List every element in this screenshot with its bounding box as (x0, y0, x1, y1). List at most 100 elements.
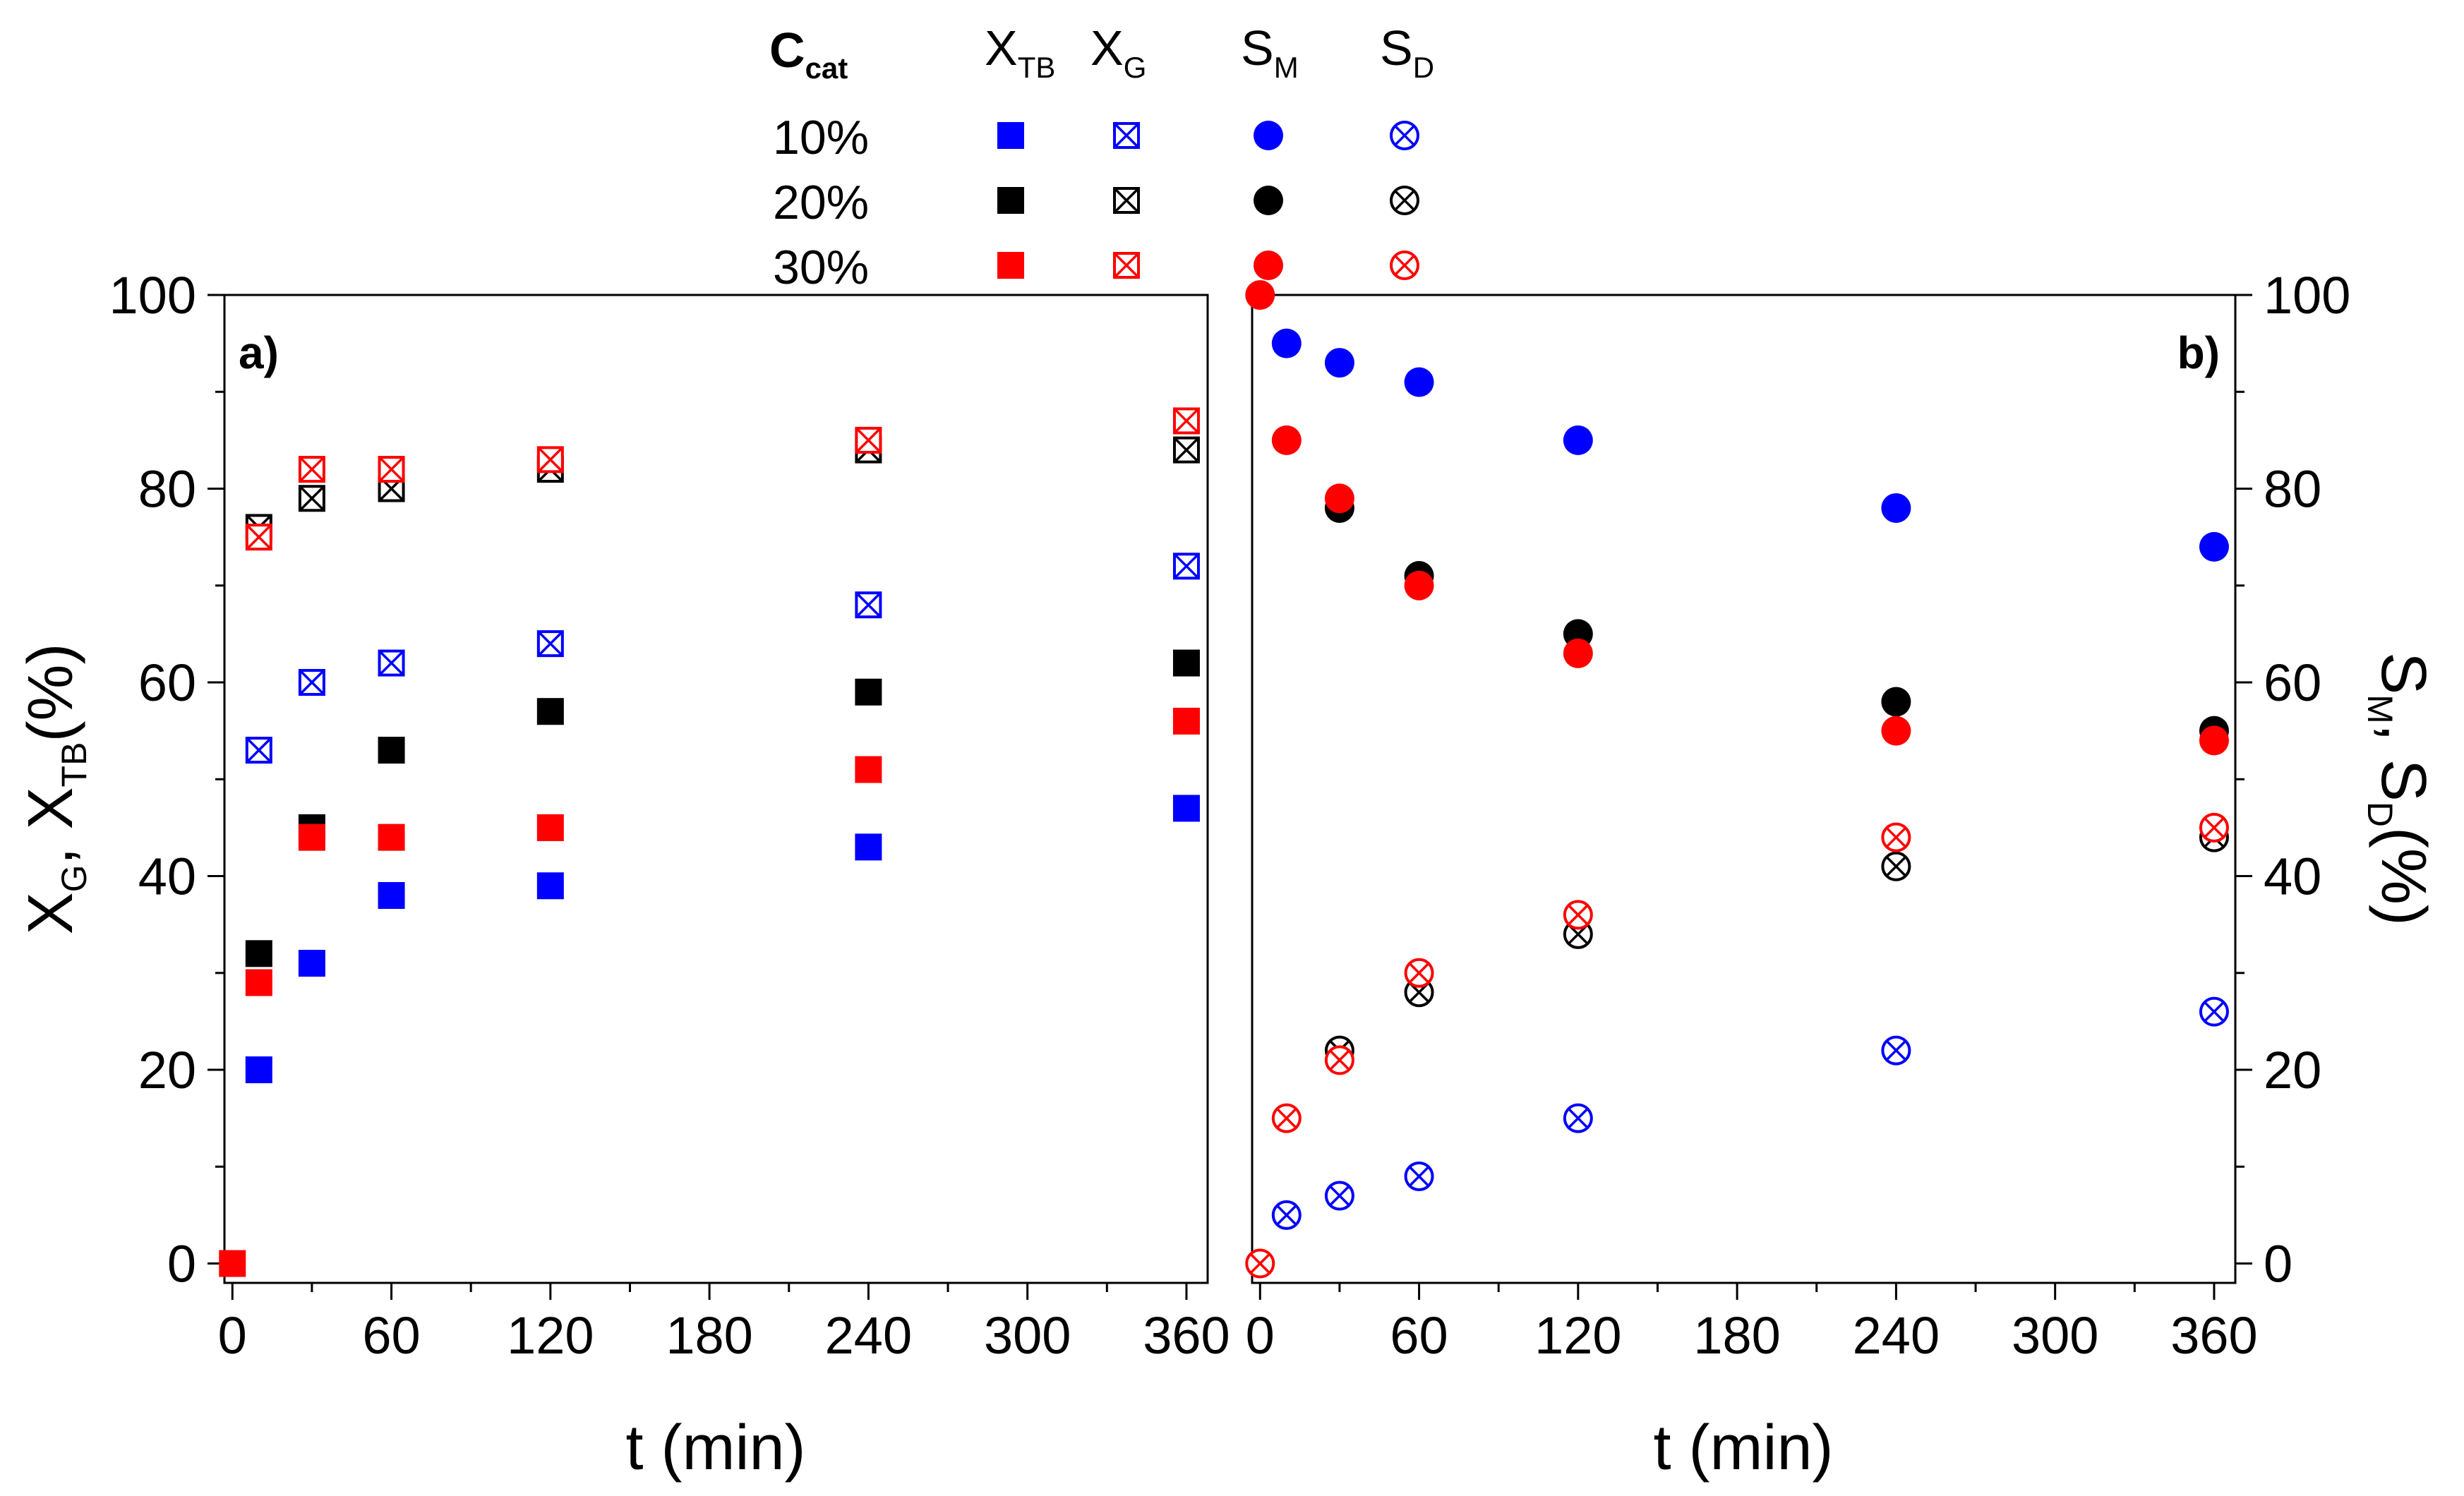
panel-b-series-1 (1324, 493, 2229, 746)
panel-b-xtick-label: 120 (1534, 1306, 1621, 1365)
panel-b-point (1404, 1162, 1434, 1192)
panel-a-label: a) (239, 327, 279, 378)
panel-b-point (1245, 1248, 1275, 1279)
panel-a-xlabel: t (min) (626, 1413, 806, 1483)
panel-a-point (855, 678, 882, 706)
panel-b-point (1881, 687, 1911, 717)
panel-b-frame (1251, 294, 2237, 1284)
panel-b-point (1404, 958, 1434, 988)
panel-a-point (855, 833, 882, 861)
panel-b-ytick-label: 20 (2264, 1041, 2321, 1099)
panel-b-series-5 (1245, 812, 2229, 1279)
panel-b-point (1881, 1035, 1911, 1066)
panel-b-xtick-label: 0 (1246, 1306, 1275, 1365)
panel-a-xtick-label: 120 (507, 1306, 594, 1365)
panel-a-point (245, 1056, 272, 1084)
panel-a-ytick-label: 80 (138, 460, 196, 519)
legend-markers (997, 121, 1419, 280)
panel-a-xtick-label: 180 (666, 1306, 752, 1365)
panel-a-point (378, 649, 405, 677)
legend-row-30: 30% (773, 241, 869, 294)
panel-b-point (1881, 493, 1911, 523)
legend-marker-xg-30 (1113, 252, 1140, 279)
legend-marker-xtb-10 (997, 122, 1024, 149)
panel-b-ytick-label: 40 (2264, 847, 2321, 906)
panel-a-point (298, 485, 325, 512)
legend-marker-xtb-20 (997, 187, 1024, 214)
panel-a-ytick-label: 0 (167, 1235, 196, 1293)
panel-b-series-0 (1271, 328, 2229, 562)
panel-a-xtick-label: 0 (218, 1306, 247, 1365)
panel-b-ytick-label: 60 (2264, 653, 2321, 712)
panel-a-point (378, 824, 405, 851)
panel-b-point (1563, 638, 1593, 668)
panel-b-series-3 (1271, 996, 2229, 1230)
panel-b-xtick-label: 60 (1390, 1306, 1448, 1365)
panel-b-xtick-label: 180 (1693, 1306, 1780, 1365)
panel-b-point (1563, 425, 1593, 455)
panel-a-point (298, 669, 325, 696)
legend-marker-xg-20 (1113, 187, 1140, 214)
panel-a-point (536, 630, 564, 658)
panel-a-series-3 (245, 553, 1200, 764)
panel-a-ytick-label: 40 (138, 847, 196, 906)
panel-a-point (1172, 707, 1200, 735)
panel-a-point (219, 1250, 246, 1277)
panel-a-point (245, 940, 272, 967)
panel-a-point (536, 814, 564, 841)
legend-marker-sm-20 (1254, 186, 1283, 215)
panel-a-ylabel: XG, XTB(%) (16, 644, 94, 935)
panel-b-ytick-label: 80 (2264, 460, 2321, 519)
panel-b-point (1881, 822, 1911, 852)
legend-row-20: 20% (773, 176, 869, 229)
panel-a-point (536, 446, 564, 473)
legend-col-sm: SM (1241, 20, 1299, 84)
panel-b-point (1271, 1103, 1302, 1133)
panel-b-point (1563, 1103, 1593, 1133)
panel-b-xtick-label: 360 (2170, 1306, 2257, 1365)
panel-a-point (298, 824, 325, 851)
panel-a-frame (223, 294, 1209, 1284)
panel-a-point (536, 698, 564, 725)
panel-b-point (1881, 851, 1911, 881)
panel-a: a) 0 60 120 180 240 300 360 0 20 40 60 80 100 t (min… (16, 266, 1230, 1483)
legend-marker-sd-10 (1390, 121, 1419, 150)
panel-b-series-4 (1324, 822, 2229, 1066)
legend-ccat-sub: cat (805, 52, 848, 85)
panel-a-ytick-label: 100 (109, 266, 196, 325)
panel-b-point (2199, 812, 2229, 843)
panel-a-xtick-label: 300 (984, 1306, 1071, 1365)
panel-b-xtick-label: 300 (2012, 1306, 2098, 1365)
legend-marker-xtb-30 (997, 252, 1024, 279)
panel-a-series-0 (245, 795, 1200, 1084)
legend-marker-sd-30 (1390, 251, 1419, 280)
panel-a-series-5 (245, 407, 1200, 551)
panel-b-xtick-label: 240 (1853, 1306, 1940, 1365)
panel-a-series-4 (245, 436, 1200, 541)
panel-a-xtick-label: 60 (362, 1306, 420, 1365)
panel-a-ytick-label: 20 (138, 1041, 196, 1099)
panel-a-xtick-label: 240 (825, 1306, 912, 1365)
panel-b-point (1324, 1181, 1354, 1211)
panel-b-point (2199, 725, 2229, 756)
panel-a-point (298, 950, 325, 977)
panel-a-point (378, 881, 405, 909)
panel-a-point (855, 426, 882, 454)
panel-a-xtick-label: 360 (1143, 1306, 1230, 1365)
panel-b-series-2 (1245, 280, 2229, 756)
panel-a-point (245, 524, 272, 551)
panel-a-series-2 (219, 707, 1200, 1277)
panel-b-point (2199, 996, 2229, 1027)
panel-b-points (1245, 280, 2229, 1279)
panel-a-ticks: 0 60 120 180 240 300 360 0 20 40 60 80 100 (109, 266, 1230, 1365)
panel-a-point (855, 756, 882, 783)
panel-a-point (245, 737, 272, 764)
panel-b-ylabel: SM, SD(%) (2360, 652, 2439, 926)
legend: Ccat XTB XG SM SD 10% 20% 30% (769, 20, 1434, 294)
legend-row-10: 10% (773, 111, 869, 164)
panel-b-point (1324, 483, 1354, 514)
legend-ccat-title: Ccat (769, 23, 848, 85)
panel-a-point (1172, 407, 1200, 435)
